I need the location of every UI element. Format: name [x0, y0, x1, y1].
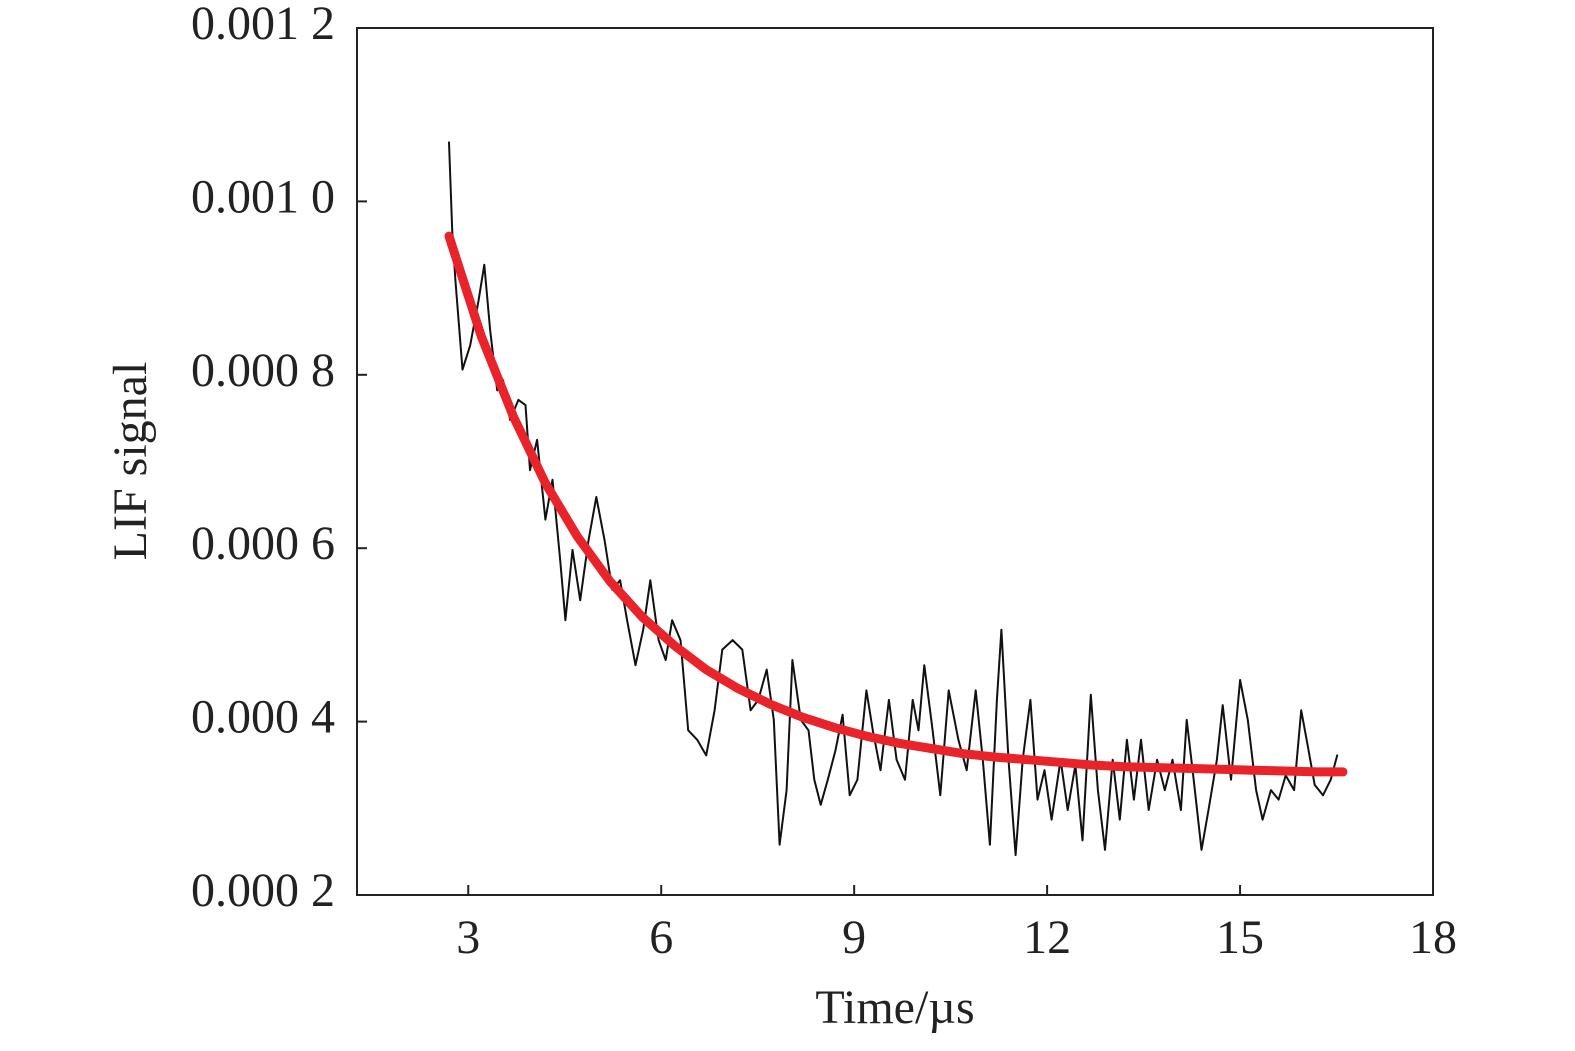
data-line: [448, 141, 1339, 857]
data-line: [444, 231, 1348, 777]
plot-frame: [356, 27, 1434, 896]
x-tick-label: 6: [649, 911, 673, 964]
y-tick-label: 0.001 0: [191, 170, 335, 223]
x-tick-label: 3: [456, 911, 480, 964]
y-tick-label: 0.000 6: [191, 517, 335, 570]
y-tick-label: 0.000 8: [191, 344, 335, 397]
y-tick-label: 0.000 4: [191, 691, 335, 744]
x-tick-label: 9: [842, 911, 866, 964]
x-tick-label: 12: [1023, 911, 1071, 964]
x-tick-label: 15: [1216, 911, 1264, 964]
x-axis-title: Time/µs: [815, 981, 974, 1034]
y-axis-title: LIF signal: [104, 362, 157, 561]
y-tick-label: 0.000 2: [191, 864, 335, 917]
y-tick-label: 0.001 2: [191, 0, 335, 50]
x-tick-label: 18: [1409, 911, 1457, 964]
